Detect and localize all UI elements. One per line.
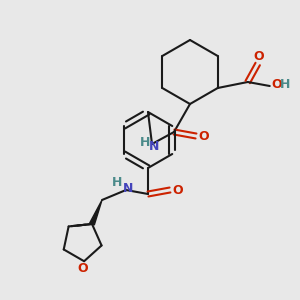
Text: O: O bbox=[254, 50, 264, 64]
Text: N: N bbox=[123, 182, 133, 196]
Text: O: O bbox=[199, 130, 209, 142]
Text: N: N bbox=[149, 140, 159, 152]
Text: H: H bbox=[280, 79, 290, 92]
Text: O: O bbox=[272, 79, 282, 92]
Text: H: H bbox=[140, 136, 150, 148]
Polygon shape bbox=[90, 200, 102, 225]
Text: H: H bbox=[112, 176, 122, 188]
Text: O: O bbox=[173, 184, 183, 196]
Text: O: O bbox=[78, 262, 88, 275]
